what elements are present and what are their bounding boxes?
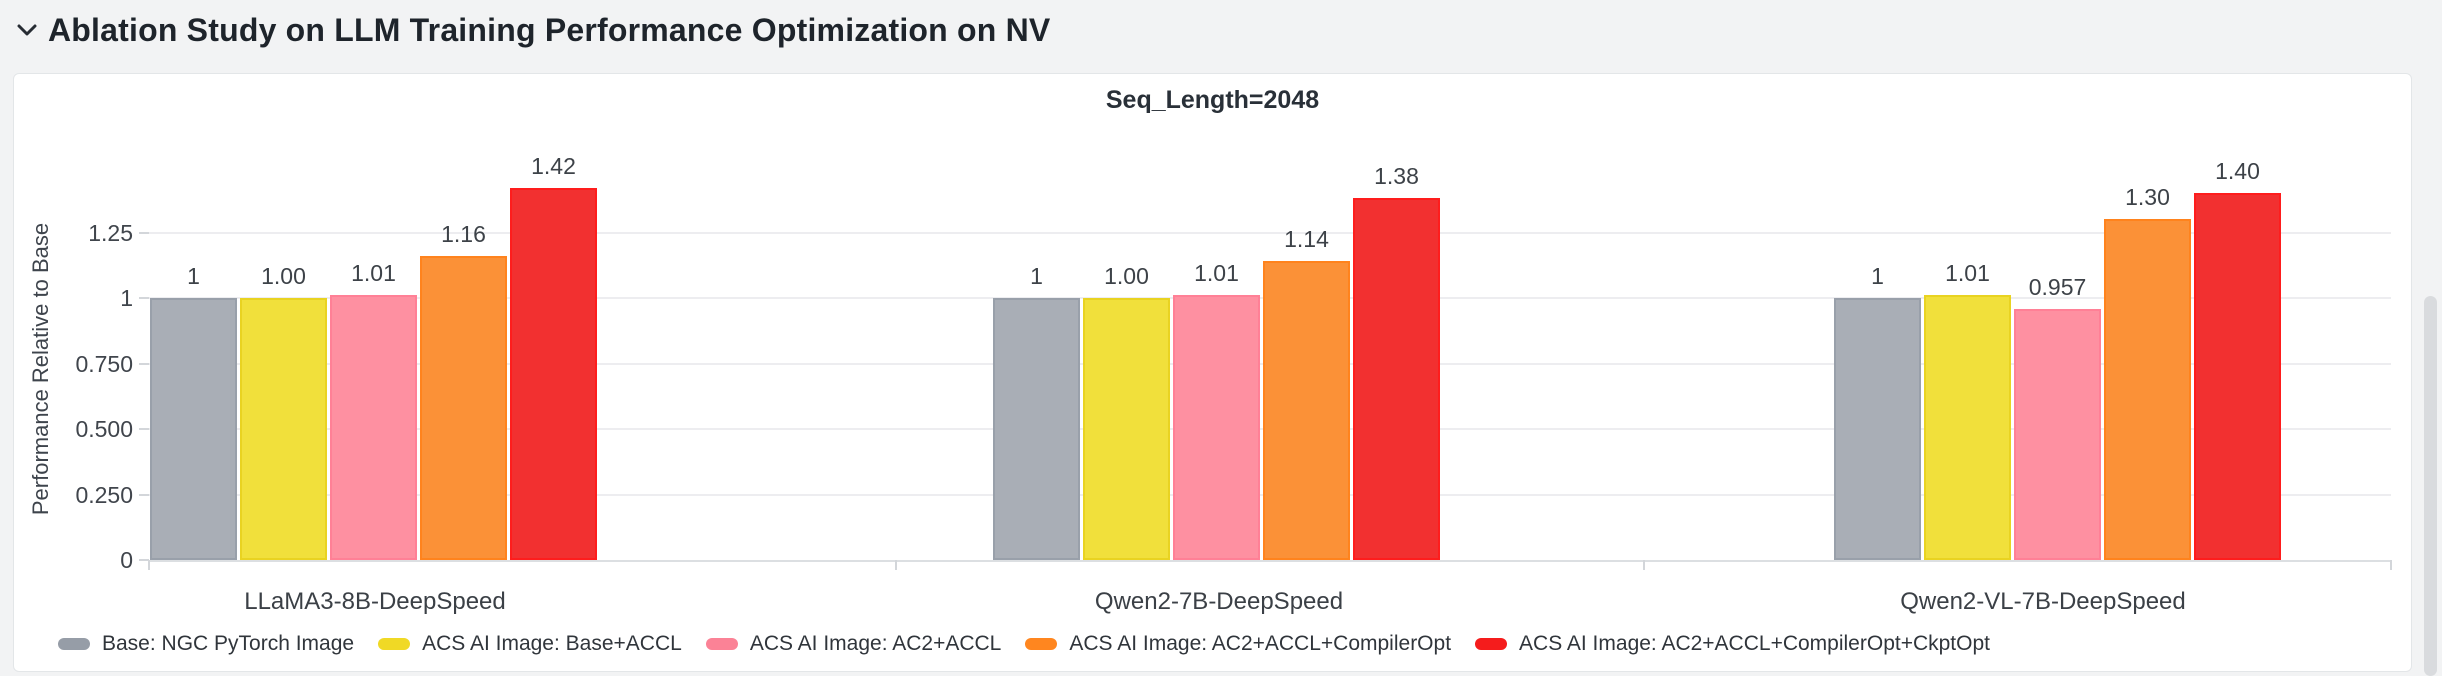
x-axis-tick: [1642, 560, 1645, 570]
bar-value-label: 1.00: [1104, 263, 1149, 289]
category-label: LLaMA3-8B-DeepSpeed: [244, 588, 506, 615]
legend-label: ACS AI Image: Base+ACCL: [422, 632, 682, 655]
collapsible-row-header[interactable]: Ablation Study on LLM Training Performan…: [0, 0, 2442, 60]
bar-value-label: 1.16: [441, 221, 486, 247]
y-axis-tick: [139, 493, 149, 496]
y-axis-tick: [139, 297, 149, 299]
legend-label: Base: NGC PyTorch Image: [102, 632, 355, 655]
y-tick-label: 0.250: [75, 481, 133, 508]
y-axis-tick: [139, 559, 149, 561]
legend-marker-icon: [58, 638, 90, 650]
bar-value-label: 0.957: [2028, 274, 2087, 300]
y-axis-tick: [139, 428, 149, 430]
bar-value-label: 1: [187, 263, 200, 289]
x-axis-line: [149, 560, 2391, 562]
bar-Qwen2-7B-DeepSpeed-series-1[interactable]: [1083, 298, 1170, 560]
bar-value-label: 1.00: [261, 263, 306, 289]
bar-value-label: 1.01: [1194, 260, 1239, 286]
category-label: Qwen2-7B-DeepSpeed: [1094, 588, 1344, 615]
bar-value-label: 1.30: [2125, 184, 2170, 210]
y-tick-label: 0.750: [75, 350, 133, 377]
legend-item-4[interactable]: ACS AI Image: AC2+ACCL+CompilerOpt+CkptO…: [1475, 632, 1990, 656]
bar-LLaMA3-8B-DeepSpeed-series-2[interactable]: [330, 295, 417, 560]
chart-panel: Seq_Length=2048 Performance Relative to …: [13, 73, 2412, 672]
bar-Qwen2-VL-7B-DeepSpeed-series-3[interactable]: [2104, 219, 2191, 560]
legend-label: ACS AI Image: AC2+ACCL: [749, 632, 1002, 655]
x-axis-tick: [895, 560, 898, 570]
y-tick-label: 0.500: [75, 416, 133, 442]
bar-Qwen2-VL-7B-DeepSpeed-series-0[interactable]: [1834, 298, 1921, 560]
chart-title: Seq_Length=2048: [1105, 86, 1320, 114]
bar-LLaMA3-8B-DeepSpeed-series-1[interactable]: [240, 298, 327, 560]
legend-marker-icon: [378, 638, 411, 650]
y-tick-label: 0: [120, 547, 133, 573]
legend-marker-icon: [1475, 638, 1508, 650]
bar-Qwen2-7B-DeepSpeed-series-0[interactable]: [993, 298, 1080, 560]
category-label: Qwen2-VL-7B-DeepSpeed: [1900, 588, 2186, 615]
bar-value-label: 1.14: [1284, 226, 1329, 252]
y-axis-tick: [139, 231, 149, 234]
bar-LLaMA3-8B-DeepSpeed-series-0[interactable]: [150, 298, 237, 560]
bar-value-label: 1.01: [351, 260, 396, 286]
y-tick-label: 1.25: [88, 219, 133, 246]
legend-item-0[interactable]: Base: NGC PyTorch Image: [58, 632, 354, 656]
x-axis-tick: [148, 560, 150, 570]
bar-value-label: 1.01: [1945, 260, 1990, 286]
legend-item-3[interactable]: ACS AI Image: AC2+ACCL+CompilerOpt: [1025, 632, 1451, 656]
bar-value-label: 1: [1871, 263, 1884, 289]
chart-legend: Base: NGC PyTorch Image ACS AI Image: Bas…: [58, 628, 1990, 660]
x-axis-tick: [2390, 560, 2392, 570]
bar-Qwen2-7B-DeepSpeed-series-4[interactable]: [1353, 198, 1440, 560]
bar-Qwen2-7B-DeepSpeed-series-3[interactable]: [1263, 261, 1350, 560]
bar-Qwen2-7B-DeepSpeed-series-2[interactable]: [1173, 295, 1260, 560]
row-title: Ablation Study on LLM Training Performan…: [48, 11, 1051, 48]
legend-label: ACS AI Image: AC2+ACCL+CompilerOpt: [1069, 632, 1452, 655]
chevron-down-icon[interactable]: [16, 19, 38, 41]
bar-LLaMA3-8B-DeepSpeed-series-3[interactable]: [420, 256, 507, 560]
y-axis-tick: [139, 362, 149, 365]
bar-Qwen2-VL-7B-DeepSpeed-series-4[interactable]: [2194, 193, 2281, 560]
legend-marker-icon: [1025, 638, 1058, 650]
bar-value-label: 1: [1030, 263, 1043, 289]
bar-value-label: 1.40: [2215, 158, 2260, 184]
legend-marker-icon: [705, 638, 738, 650]
legend-item-2[interactable]: ACS AI Image: AC2+ACCL: [705, 632, 1002, 656]
gridline: [149, 231, 2391, 234]
bar-Qwen2-VL-7B-DeepSpeed-series-2[interactable]: [2014, 309, 2101, 560]
bar-LLaMA3-8B-DeepSpeed-series-4[interactable]: [510, 188, 597, 560]
vertical-scrollbar-thumb[interactable]: [2424, 296, 2437, 676]
bar-value-label: 1.38: [1374, 163, 1419, 189]
bar-value-label: 1.42: [531, 153, 576, 179]
y-tick-label: 1: [120, 285, 133, 311]
legend-label: ACS AI Image: AC2+ACCL+CompilerOpt+CkptO…: [1519, 632, 1990, 655]
legend-item-1[interactable]: ACS AI Image: Base+ACCL: [378, 632, 682, 656]
bar-Qwen2-VL-7B-DeepSpeed-series-1[interactable]: [1924, 295, 2011, 560]
